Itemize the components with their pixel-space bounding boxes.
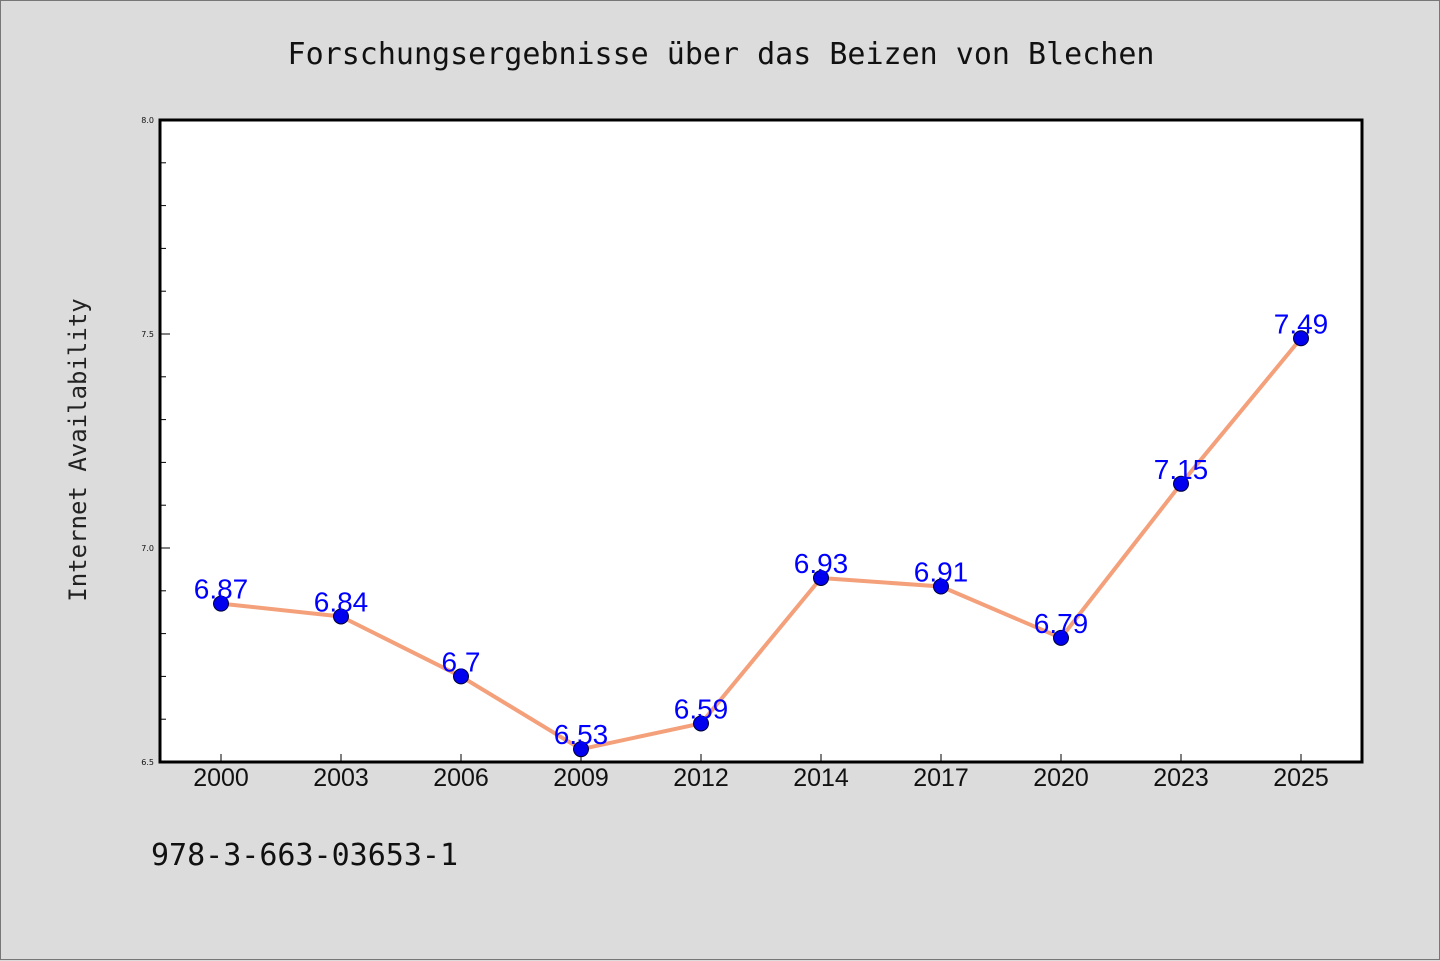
y-tick-label: 8.0	[141, 116, 154, 125]
data-label: 6.93	[794, 548, 849, 579]
data-label: 7.49	[1274, 308, 1329, 339]
y-tick-label: 7.0	[141, 544, 154, 553]
x-tick-label: 2014	[793, 764, 849, 792]
data-label: 7.15	[1154, 454, 1209, 485]
y-tick-label: 6.5	[141, 758, 154, 767]
y-axis-label: Internet Availability	[64, 298, 92, 601]
x-tick-label: 2020	[1033, 764, 1089, 792]
data-point	[1053, 629, 1069, 646]
data-point	[213, 595, 229, 612]
footer-code: 978-3-663-03653-1	[151, 838, 458, 873]
series-line	[219, 336, 1303, 752]
plot-area	[158, 118, 1364, 764]
x-tick-label: 2000	[193, 764, 249, 792]
x-tick-label: 2009	[553, 764, 609, 792]
data-label: 6.79	[1034, 608, 1089, 639]
data-point	[1293, 330, 1309, 347]
x-axis: 2000 2003 2006 2009 2012 2014 2017 2020 2023 2025	[193, 754, 1329, 792]
data-point	[813, 569, 829, 586]
x-tick-label: 2023	[1153, 764, 1209, 792]
data-point	[693, 715, 709, 732]
data-label: 6.59	[674, 693, 729, 724]
x-tick-label: 2003	[313, 764, 369, 792]
data-point	[1173, 475, 1189, 492]
chart-title: Forschungsergebnisse über das Beizen von…	[288, 37, 1155, 72]
data-label: 6.7	[442, 646, 481, 677]
x-tick-label: 2017	[913, 764, 969, 792]
data-point	[333, 608, 349, 625]
y-axis: 6.5 7.0 7.5 8.0	[141, 116, 170, 767]
x-tick-label: 2012	[673, 764, 729, 792]
data-point	[573, 741, 589, 758]
y-tick-label: 7.5	[141, 330, 154, 339]
data-point	[933, 578, 949, 595]
x-tick-label: 2006	[433, 764, 489, 792]
data-label: 6.84	[314, 586, 369, 617]
data-point	[453, 668, 469, 685]
marker-group	[213, 330, 1309, 758]
data-label: 6.91	[914, 557, 969, 588]
data-label: 6.53	[554, 719, 609, 750]
data-label: 6.87	[194, 574, 249, 605]
x-tick-label: 2025	[1273, 764, 1329, 792]
series-line-group	[219, 336, 1303, 752]
data-label-group: 6.87 6.84 6.7 6.53 6.59 6.93 6.91 6.79 7.15 7.49	[194, 308, 1329, 750]
